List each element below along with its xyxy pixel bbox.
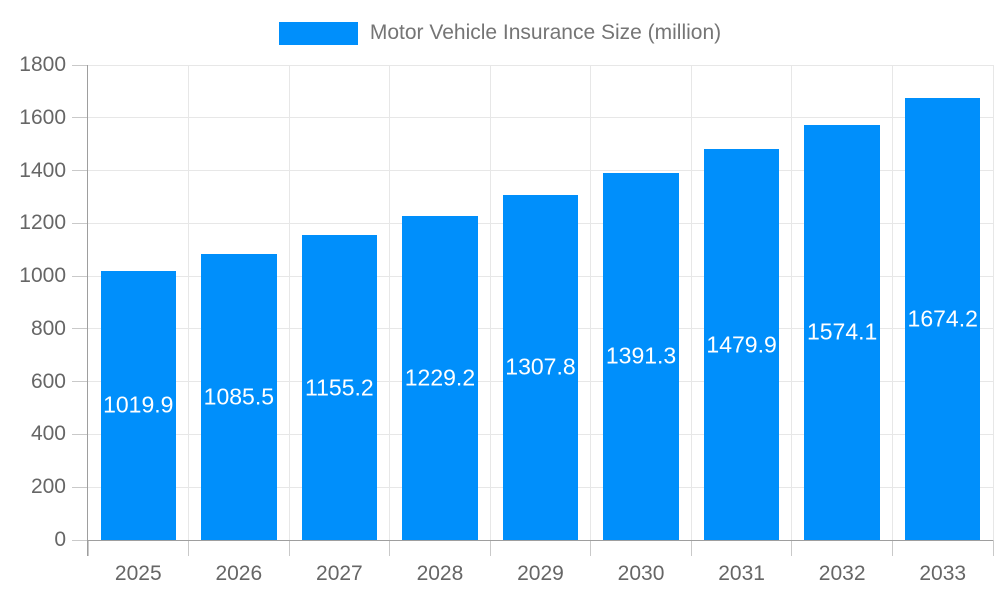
bar-value-label: 1307.8 [505,353,576,380]
x-tick [891,540,893,556]
x-gridline [590,65,592,540]
x-tick-label: 2027 [316,562,363,585]
y-tick [72,539,88,541]
bar: 1574.1 [804,124,880,540]
x-gridline [992,65,994,540]
bar-value-label: 1391.3 [605,342,677,369]
bar: 1674.2 [905,98,981,540]
x-tick-label: 2030 [617,562,665,585]
bar: 1307.8 [502,194,579,540]
x-tick-label: 2032 [818,562,866,585]
bar: 1229.2 [402,215,478,540]
x-gridline [389,65,391,540]
x-tick-label: 2029 [517,562,564,585]
y-tick [72,328,88,330]
x-gridline [288,65,290,540]
y-tick-label: 600 [30,369,66,393]
y-tick-label: 0 [54,528,66,551]
x-tick-label: 2026 [215,562,263,585]
bar-value-label: 1574.1 [806,318,878,345]
plot-area: 1019.9 1085.5 1155.2 1229.2 1307.8 1391.3 1479… [88,64,994,540]
y-tick [72,170,88,172]
y-tick [72,117,88,119]
chart-legend-item[interactable]: Motor Vehicle Insurance Size (million) [0,14,1000,52]
x-gridline [891,65,893,540]
x-tick [992,540,994,556]
x-gridline [791,65,793,540]
y-gridline [88,117,993,119]
legend-swatch-icon [278,21,358,45]
bar: 1391.3 [603,172,679,540]
bar-value-label: 1674.2 [907,305,978,332]
x-tick-label: 2025 [114,562,162,585]
x-gridline [188,65,190,540]
x-tick [188,540,190,556]
x-tick [288,540,290,556]
x-tick [690,540,692,556]
x-tick [389,540,391,556]
y-gridline [88,170,993,172]
y-gridline [88,64,993,66]
y-tick-label: 800 [30,316,66,340]
bar-value-label: 1019.9 [103,391,174,418]
y-tick-label: 1600 [19,105,66,129]
y-tick-label: 400 [30,422,66,446]
y-tick [72,222,88,224]
x-tick-label: 2031 [718,562,765,585]
bar: 1019.9 [100,270,176,540]
y-tick-label: 200 [30,475,66,499]
y-tick-label: 1000 [19,264,66,288]
bar-value-label: 1229.2 [404,364,476,391]
bar-value-label: 1155.2 [305,374,374,401]
y-tick [72,64,88,66]
x-tick [791,540,793,556]
bar: 1085.5 [201,253,277,540]
y-tick-label: 1800 [19,53,66,76]
bar: 1155.2 [301,235,378,540]
y-tick-label: 1400 [19,158,66,182]
y-tick [72,381,88,383]
x-tick [87,540,89,556]
y-tick [72,275,88,277]
x-gridline [690,65,692,540]
x-tick-label: 2033 [919,562,967,585]
bar-value-label: 1479.9 [706,331,777,358]
bar: 1479.9 [703,149,780,540]
y-tick-label: 1200 [19,211,66,235]
y-tick [72,486,88,488]
x-tick-label: 2028 [416,562,464,585]
legend-label: Motor Vehicle Insurance Size (million) [369,21,722,44]
y-axis-line [87,65,88,556]
x-gridline [489,65,491,540]
y-tick [72,433,88,435]
bar-value-label: 1085.5 [203,383,275,410]
x-axis-line [88,539,993,541]
x-tick [489,540,491,556]
x-tick [590,540,592,556]
